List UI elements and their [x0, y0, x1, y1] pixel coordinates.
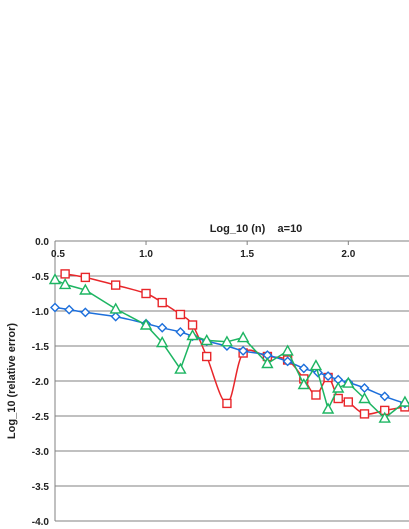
series-line-square [64, 273, 406, 415]
triangle-point-0 [48, 273, 62, 285]
square-point-2 [110, 280, 121, 290]
diamond-point-10 [238, 345, 249, 356]
diamond-point-15 [323, 371, 334, 382]
diamond-point-0 [50, 302, 60, 313]
triangle-point-15 [321, 402, 335, 414]
triangle-point-10 [236, 331, 250, 343]
y-tick-label-4: -2.0 [32, 377, 50, 388]
triangle-point-11 [261, 357, 274, 369]
y-tick-label-8: -4.0 [32, 517, 50, 528]
diamond-point-18 [359, 383, 370, 393]
triangle-point-8 [200, 333, 213, 346]
triangle-point-17 [342, 376, 355, 388]
square-point-6 [187, 320, 198, 330]
x-axis-ticks: 0.5 1.0 1.5 2.0 [51, 241, 356, 260]
y-axis-ticks: 0.0 -0.5 -1.0 -1.5 -2.0 -2.5 -3.0 -3.5 -4.0 [32, 237, 50, 528]
square-point-4 [157, 297, 167, 308]
square-point-7 [202, 351, 212, 362]
triangle-point-18 [358, 392, 371, 404]
diamond-point-5 [157, 322, 168, 333]
triangle-point-20 [398, 395, 409, 407]
series-diamond [50, 302, 409, 409]
diamond-point-6 [175, 327, 186, 337]
series-triangle [48, 273, 409, 423]
diamond-point-12 [282, 356, 293, 367]
square-point-17 [359, 409, 370, 419]
square-point-13 [311, 390, 321, 400]
y-axis-label: Log_10 (relative error) [6, 323, 18, 439]
triangle-point-16 [332, 381, 345, 393]
diamond-point-19 [379, 391, 390, 402]
triangle-point-13 [297, 378, 311, 390]
axes [54, 240, 409, 521]
square-point-16 [343, 397, 354, 407]
triangle-point-4 [139, 318, 153, 330]
triangle-point-19 [378, 411, 391, 423]
y-tick-label-1: -0.5 [32, 272, 50, 283]
y-tick-label-7: -3.5 [32, 482, 50, 493]
series-line-diamond [54, 306, 406, 405]
x-tick-label-3: 2.0 [341, 249, 355, 260]
diamond-point-13 [298, 363, 309, 374]
triangle-point-2 [79, 283, 92, 295]
square-point-3 [141, 288, 151, 299]
diamond-point-1 [64, 304, 75, 315]
square-point-0 [60, 269, 70, 279]
diamond-point-2 [80, 307, 91, 318]
triangle-point-6 [174, 362, 187, 374]
x-tick-label-2: 1.5 [240, 249, 254, 260]
triangle-point-12 [281, 344, 294, 356]
x-tick-label-1: 1.0 [139, 249, 153, 260]
triangle-point-7 [186, 329, 199, 341]
series-square [60, 269, 409, 419]
y-tick-label-5: -2.5 [32, 412, 50, 423]
square-point-5 [175, 309, 186, 320]
diamond-point-3 [110, 311, 121, 322]
triangle-point-14 [309, 359, 323, 371]
gridlines [55, 275, 409, 522]
triangle-point-9 [220, 335, 234, 347]
square-point-8 [222, 398, 232, 409]
triangle-point-3 [109, 302, 122, 314]
chart-title: Log_10 (n) a=10 [210, 223, 303, 235]
y-tick-label-2: -1.0 [32, 307, 50, 318]
y-tick-label-3: -1.5 [32, 342, 50, 353]
series-layer [48, 269, 409, 423]
square-point-1 [80, 272, 91, 283]
triangle-point-5 [156, 336, 169, 348]
square-point-15 [333, 393, 343, 404]
x-tick-label-0: 0.5 [51, 249, 65, 260]
y-tick-label-6: -3.0 [32, 447, 50, 458]
triangle-point-1 [58, 277, 72, 290]
y-tick-label-0: 0.0 [35, 237, 49, 248]
